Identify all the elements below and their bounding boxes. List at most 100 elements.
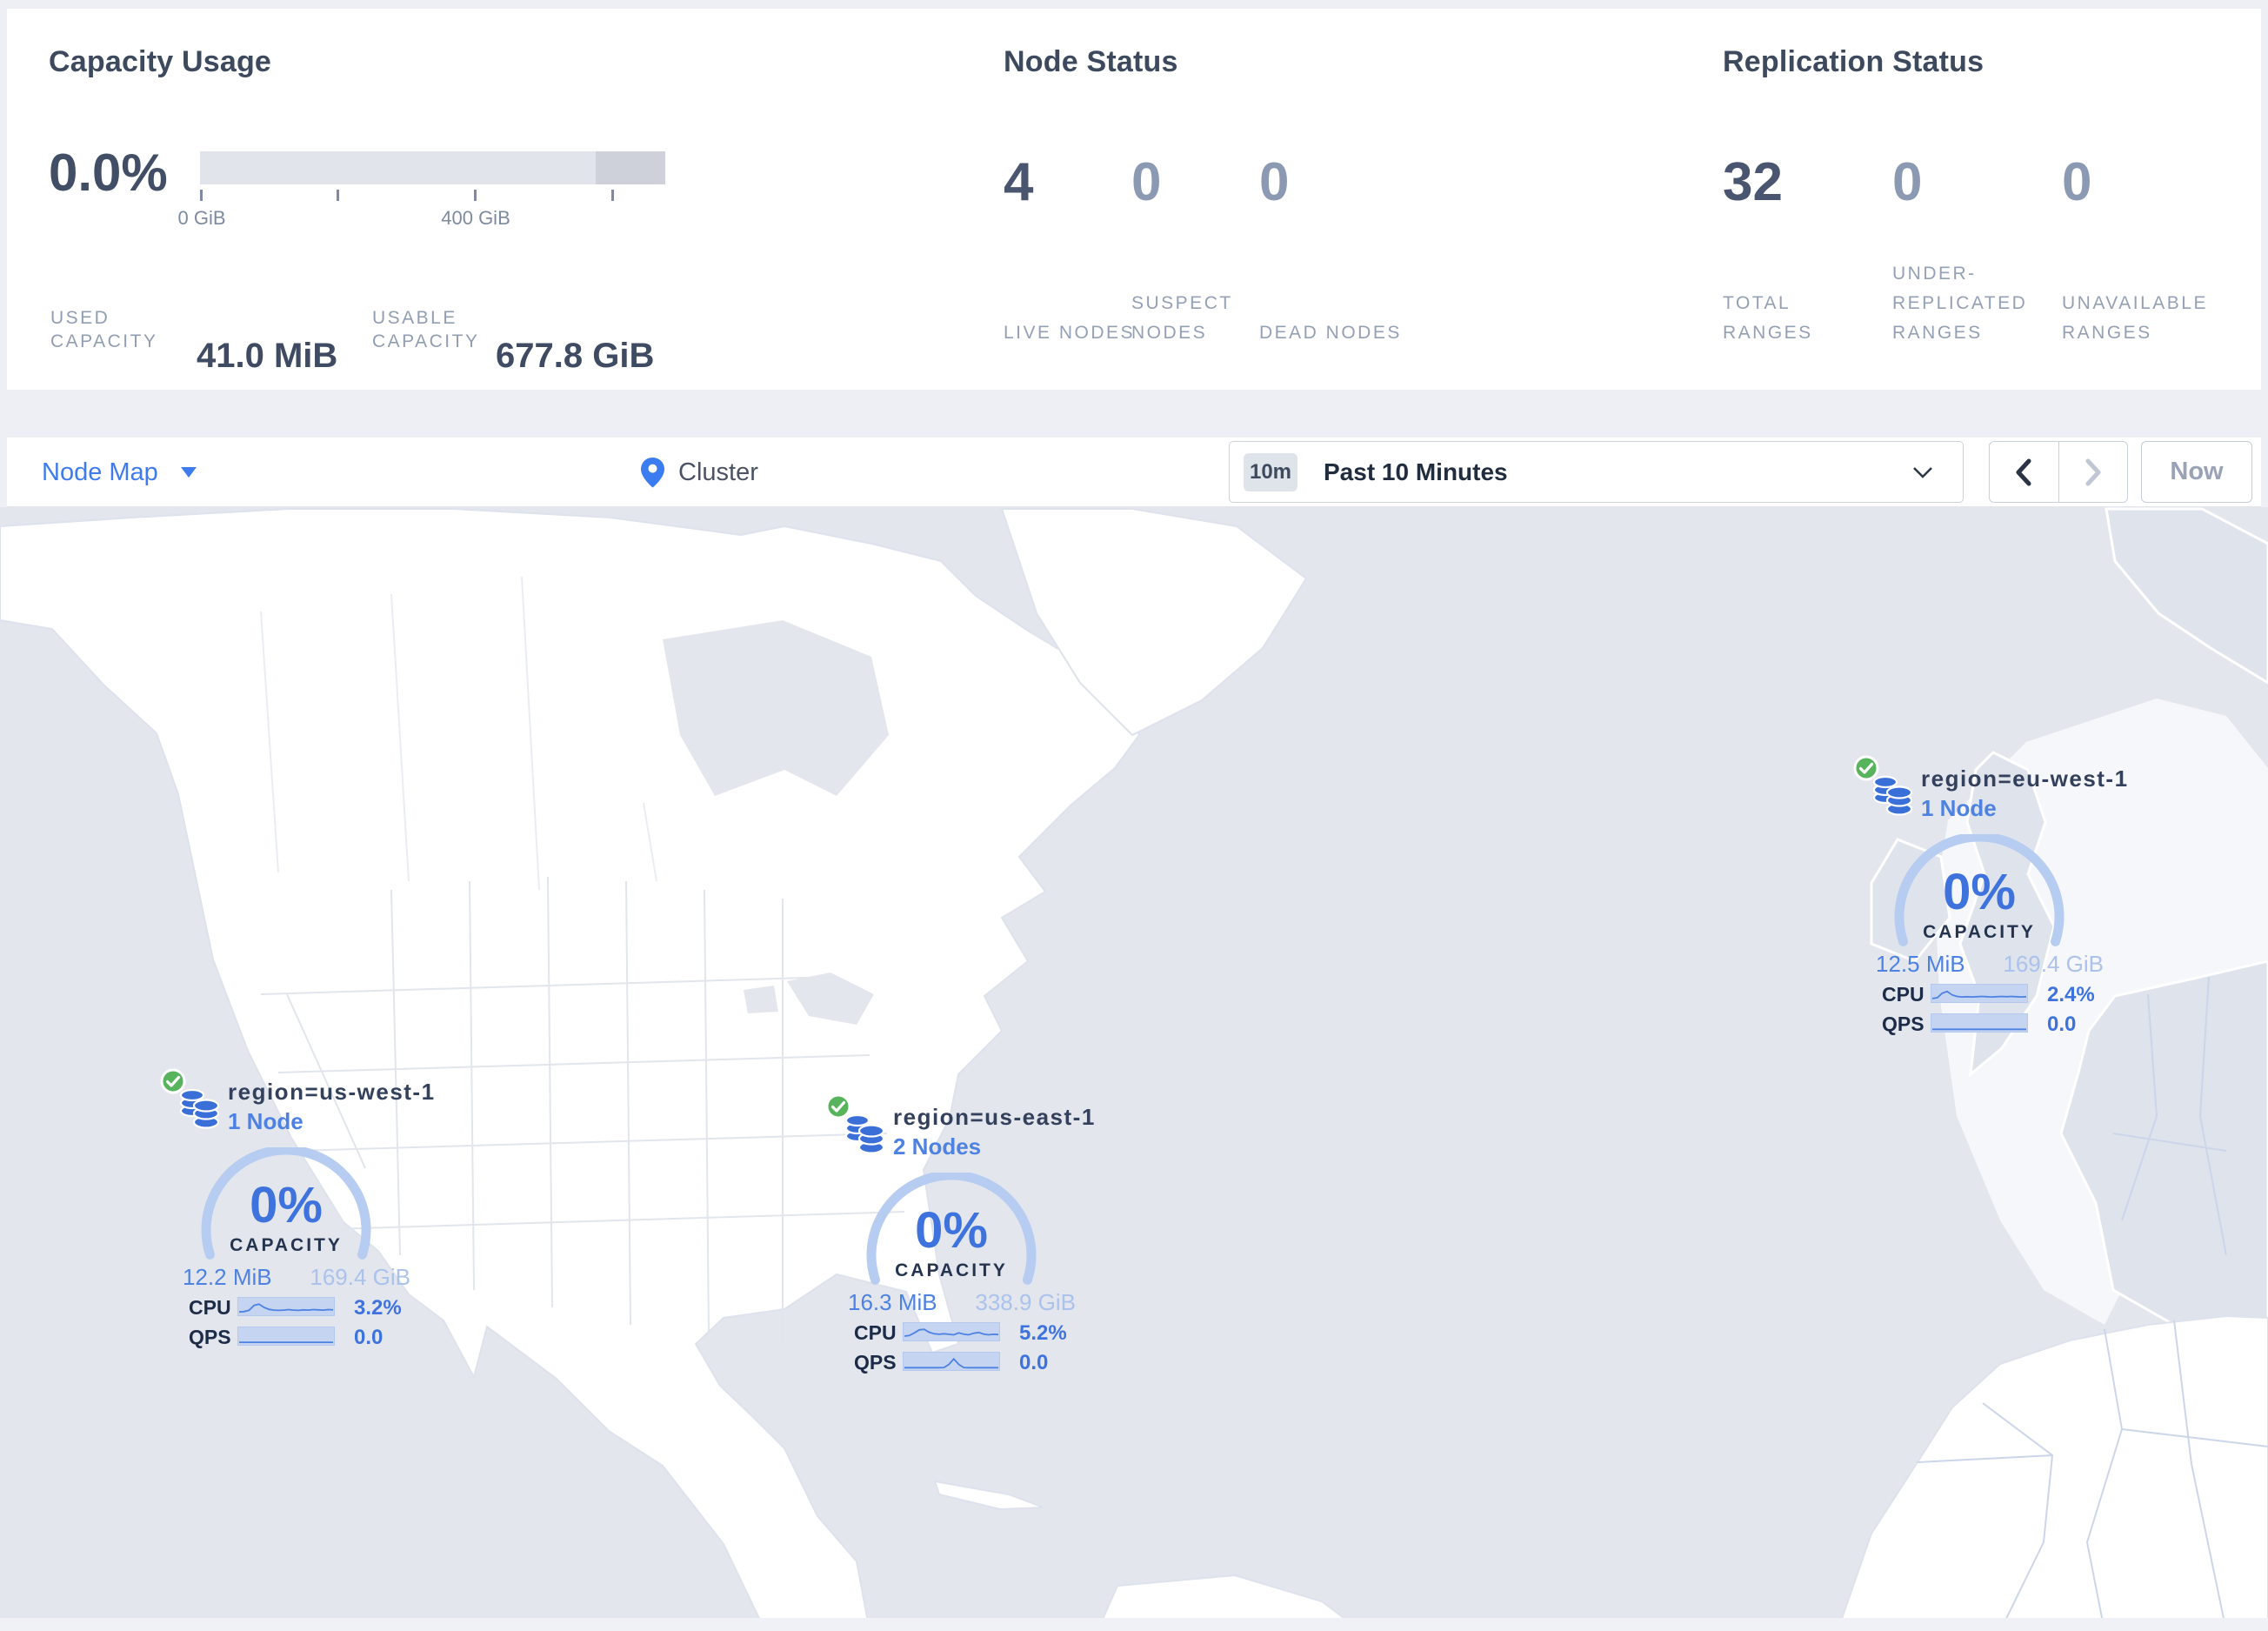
used-capacity: 12.2 MiB: [183, 1264, 272, 1290]
cpu-row: CPU 2.4%: [1853, 983, 2114, 1006]
breadcrumb-label: Cluster: [678, 458, 758, 486]
now-button[interactable]: Now: [2141, 441, 2252, 503]
capacity-gauge-arc: [866, 1173, 1037, 1285]
qps-row: QPS 0.0: [825, 1351, 1086, 1374]
axis-tick: [611, 190, 614, 201]
next-time-window-button[interactable]: [2059, 442, 2128, 502]
used-capacity: 16.3 MiB: [848, 1289, 937, 1315]
axis-tick: [200, 190, 203, 201]
region-marker-us-west-1[interactable]: region=us-west-1 1 Node 0% CAPACITY 12.2…: [160, 1068, 434, 1355]
map-pin-icon: [641, 457, 664, 487]
used-capacity-value: 41.0 MiB: [197, 337, 338, 375]
capacity-label: CAPACITY: [1923, 922, 2036, 942]
capacity-gauge-arc: [1894, 834, 2065, 946]
node-count-link[interactable]: 1 Node: [1921, 795, 1997, 821]
cpu-label: CPU: [1882, 983, 1924, 1006]
cpu-value: 2.4%: [2047, 983, 2095, 1006]
unavailable-ranges-label: UNAVAILABLE RANGES: [2062, 293, 2208, 343]
node-status-title: Node Status: [1004, 45, 1178, 78]
time-range-label: Past 10 Minutes: [1324, 458, 1508, 485]
node-count-link[interactable]: 2 Nodes: [893, 1133, 982, 1160]
qps-label: QPS: [1882, 1013, 1924, 1035]
capacity-usage-title: Capacity Usage: [49, 45, 272, 78]
time-range-dropdown[interactable]: 10m Past 10 Minutes: [1229, 441, 1964, 503]
caret-down-icon: [180, 467, 197, 478]
cpu-value: 5.2%: [1019, 1321, 1067, 1345]
region-marker-eu-west-1[interactable]: region=eu-west-1 1 Node 0% CAPACITY 12.5…: [1853, 755, 2127, 1042]
capacity-used-percent: 0.0%: [49, 144, 168, 202]
view-selector-label: Node Map: [42, 458, 158, 486]
under-replicated-ranges-label: UNDER-REPLICATED RANGES: [1892, 264, 2028, 343]
qps-sparkline: [237, 1327, 335, 1346]
qps-label: QPS: [189, 1326, 231, 1348]
qps-row: QPS 0.0: [1853, 1013, 2114, 1036]
capacity-percent: 0%: [915, 1202, 988, 1259]
live-nodes-label: LIVE NODES: [1004, 323, 1136, 343]
cpu-sparkline: [1931, 984, 2028, 1003]
usable-capacity-value: 677.8 GiB: [496, 337, 655, 375]
cpu-value: 3.2%: [354, 1296, 402, 1320]
qps-value: 0.0: [2047, 1013, 2077, 1036]
cluster-summary-bar: Capacity Usage 0.0% 0 GiB 400 GiB USED C…: [7, 9, 2261, 390]
qps-value: 0.0: [354, 1326, 384, 1349]
axis-tick: [474, 190, 477, 201]
database-icon: [179, 1088, 220, 1129]
cpu-label: CPU: [854, 1321, 897, 1344]
total-capacity: 169.4 GiB: [2003, 951, 2104, 977]
axis-tick-label: 400 GiB: [441, 207, 510, 229]
database-icon: [1872, 775, 1913, 816]
chevron-left-icon: [2016, 458, 2031, 485]
time-window-arrows: [1989, 441, 2128, 503]
node-map: region=us-west-1 1 Node 0% CAPACITY 12.2…: [0, 507, 2268, 1631]
region-label: region=us-west-1: [228, 1079, 436, 1105]
dead-nodes-count: 0: [1259, 152, 1290, 212]
healthy-check-icon: [825, 1093, 851, 1120]
healthy-check-icon: [160, 1068, 186, 1094]
qps-label: QPS: [854, 1351, 897, 1374]
chevron-down-icon: [1913, 467, 1932, 478]
capacity-percent: 0%: [1943, 864, 2016, 920]
under-replicated-ranges-count: 0: [1892, 152, 1923, 212]
qps-sparkline: [903, 1352, 1000, 1371]
region-label: region=eu-west-1: [1921, 765, 2129, 792]
cpu-sparkline: [903, 1322, 1000, 1341]
capacity-label: CAPACITY: [895, 1260, 1008, 1280]
unavailable-ranges-count: 0: [2062, 152, 2092, 212]
qps-value: 0.0: [1019, 1351, 1049, 1374]
suspect-nodes-count: 0: [1131, 152, 1162, 212]
total-ranges-count: 32: [1723, 152, 1783, 212]
node-count-link[interactable]: 1 Node: [228, 1108, 304, 1134]
used-capacity: 12.5 MiB: [1876, 951, 1965, 977]
qps-sparkline: [1931, 1013, 2028, 1033]
axis-tick: [337, 190, 339, 201]
total-ranges-label: TOTAL RANGES: [1723, 293, 1813, 343]
map-toolbar: Node Map Cluster 10m Past 10 Minutes Now: [7, 438, 2261, 507]
axis-tick-label: 0 GiB: [177, 207, 226, 229]
region-label: region=us-east-1: [893, 1104, 1096, 1130]
capacity-bar: [200, 151, 665, 184]
time-range-badge: 10m: [1244, 452, 1297, 491]
total-capacity: 338.9 GiB: [975, 1289, 1076, 1315]
qps-row: QPS 0.0: [160, 1326, 421, 1349]
database-icon: [844, 1113, 885, 1154]
view-selector-dropdown[interactable]: Node Map: [42, 438, 197, 507]
cpu-row: CPU 5.2%: [825, 1321, 1086, 1345]
healthy-check-icon: [1853, 755, 1879, 781]
world-map-background: [0, 507, 2268, 1631]
chevron-right-icon: [2085, 458, 2101, 485]
capacity-percent: 0%: [250, 1177, 323, 1233]
total-capacity: 169.4 GiB: [310, 1264, 410, 1290]
cpu-row: CPU 3.2%: [160, 1296, 421, 1320]
capacity-bar-reserved-segment: [595, 151, 665, 184]
capacity-label: CAPACITY: [230, 1235, 343, 1255]
region-marker-us-east-1[interactable]: region=us-east-1 2 Nodes 0% CAPACITY 16.…: [825, 1093, 1094, 1380]
capacity-gauge-arc: [201, 1147, 371, 1260]
breadcrumb[interactable]: Cluster: [641, 438, 758, 507]
dead-nodes-label: DEAD NODES: [1259, 323, 1402, 343]
replication-status-title: Replication Status: [1723, 45, 1984, 78]
suspect-nodes-label: SUSPECT NODES: [1131, 293, 1233, 343]
cpu-sparkline: [237, 1297, 335, 1316]
previous-time-window-button[interactable]: [1990, 442, 2059, 502]
cpu-label: CPU: [189, 1296, 231, 1319]
used-capacity-label: USED CAPACITY: [50, 308, 158, 351]
